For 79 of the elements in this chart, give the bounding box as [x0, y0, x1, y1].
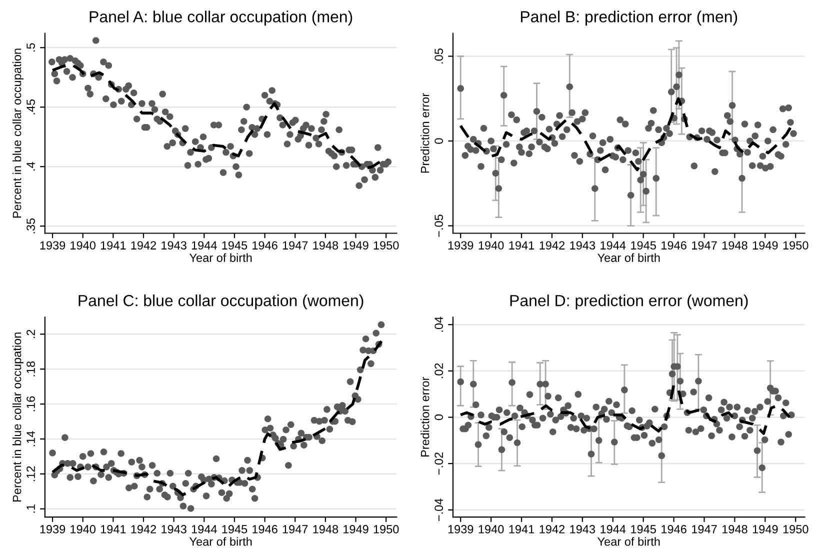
x-tick-label: 1940 — [70, 525, 96, 534]
x-tick-label: 1941 — [100, 241, 126, 250]
x-tick-label: 1941 — [509, 525, 534, 534]
chart-title: Panel A: blue collar occupation (men) — [90, 10, 352, 26]
y-tick-label: −.02 — [434, 452, 444, 475]
x-tick-label: 1939 — [448, 241, 474, 250]
y-tick-label: .45 — [26, 99, 35, 114]
x-tick-label: 1946 — [252, 241, 278, 250]
y-axis-title: Prediction error — [420, 93, 430, 173]
y-tick-label: .1 — [26, 504, 35, 513]
y-axis-title: Percent in blue collar occupation — [12, 332, 24, 502]
x-tick-label: 1949 — [344, 241, 368, 250]
x-tick-label: 1945 — [631, 525, 656, 534]
y-tick-label: .14 — [26, 431, 35, 446]
x-tick-label: 1945 — [631, 241, 656, 250]
y-tick-label: .35 — [26, 218, 35, 234]
x-tick-label: 1945 — [222, 525, 248, 534]
x-tick-label: 1943 — [162, 241, 186, 250]
x-tick-label: 1950 — [374, 525, 399, 534]
y-axis-title: Prediction error — [420, 376, 430, 457]
line-series — [459, 97, 794, 172]
chart-title: Panel C: blue collar occupation (women) — [78, 294, 364, 310]
x-tick-label: 1948 — [722, 525, 748, 534]
x-tick-label: 1943 — [570, 525, 596, 534]
y-tick-label: .04 — [434, 316, 444, 332]
x-tick-label: 1943 — [570, 241, 596, 250]
x-tick-label: 1941 — [509, 241, 534, 250]
x-tick-label: 1948 — [722, 241, 748, 250]
x-tick-label: 1940 — [70, 241, 96, 250]
x-tick-label: 1947 — [282, 525, 308, 534]
x-tick-label: 1943 — [162, 525, 186, 534]
x-axis-title: Year of birth — [189, 253, 252, 262]
x-axis-title: Year of birth — [598, 253, 660, 262]
x-tick-label: 1948 — [313, 525, 338, 534]
x-axis-title: Year of birth — [189, 537, 252, 546]
x-tick-label: 1949 — [752, 241, 778, 250]
x-tick-label: 1942 — [131, 525, 156, 534]
y-tick-label: .05 — [434, 48, 444, 64]
y-tick-label: .12 — [26, 466, 35, 482]
x-tick-label: 1947 — [692, 241, 717, 250]
y-tick-label: .2 — [26, 330, 35, 338]
x-tick-label: 1944 — [192, 525, 217, 534]
y-tick-label: −.05 — [434, 214, 444, 237]
y-tick-label: .4 — [26, 162, 35, 170]
x-tick-label: 1947 — [692, 525, 717, 534]
x-tick-label: 1950 — [783, 241, 808, 250]
x-tick-label: 1950 — [783, 525, 808, 534]
x-tick-label: 1949 — [344, 525, 368, 534]
x-tick-label: 1941 — [100, 525, 126, 534]
x-tick-label: 1945 — [222, 241, 248, 250]
y-tick-label: .16 — [26, 396, 35, 412]
x-tick-label: 1944 — [600, 525, 626, 534]
chart-title: Panel D: prediction error (women) — [510, 294, 748, 310]
y-tick-label: .5 — [26, 43, 35, 52]
x-tick-label: 1939 — [448, 525, 474, 534]
x-tick-label: 1946 — [252, 525, 278, 534]
x-tick-label: 1942 — [131, 241, 156, 250]
x-tick-label: 1942 — [540, 525, 564, 534]
x-tick-label: 1950 — [374, 241, 399, 250]
y-tick-label: .18 — [26, 361, 35, 376]
x-tick-label: 1940 — [478, 241, 504, 250]
chart-title: Panel B: prediction error (men) — [520, 10, 738, 26]
x-tick-label: 1947 — [282, 241, 308, 250]
x-tick-label: 1946 — [662, 241, 686, 250]
x-tick-label: 1939 — [40, 525, 66, 534]
y-tick-label: 0 — [434, 414, 444, 420]
x-tick-label: 1940 — [478, 525, 504, 534]
x-tick-label: 1946 — [662, 525, 686, 534]
x-tick-label: 1944 — [600, 241, 626, 250]
x-tick-label: 1942 — [540, 241, 564, 250]
x-tick-label: 1939 — [40, 241, 66, 250]
y-tick-label: .02 — [434, 363, 444, 378]
y-tick-label: 0 — [434, 138, 444, 144]
x-tick-label: 1944 — [192, 241, 217, 250]
x-tick-label: 1948 — [313, 241, 338, 250]
x-tick-label: 1949 — [752, 525, 778, 534]
y-axis-title: Percent in blue collar occupation — [12, 48, 24, 218]
x-axis-title: Year of birth — [598, 537, 660, 546]
y-tick-label: −.04 — [434, 498, 444, 521]
